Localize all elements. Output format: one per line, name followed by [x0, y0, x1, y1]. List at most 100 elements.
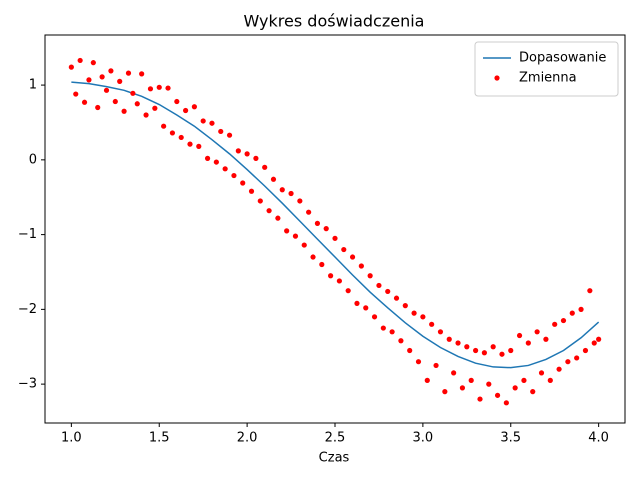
data-point — [490, 344, 496, 350]
data-point — [226, 132, 233, 138]
data-point — [108, 68, 114, 74]
data-point — [90, 60, 96, 66]
data-point — [240, 180, 246, 186]
data-point — [248, 188, 255, 194]
data-point — [560, 317, 567, 324]
data-point — [200, 118, 206, 124]
data-point — [77, 57, 83, 64]
data-point — [363, 305, 369, 311]
data-point — [376, 282, 382, 289]
data-point — [525, 340, 531, 346]
data-point — [389, 329, 395, 335]
x-tick-label: 4.0 — [588, 431, 609, 446]
data-point — [547, 377, 553, 383]
data-point — [446, 336, 452, 342]
y-tick-label: 0 — [29, 152, 37, 167]
data-point — [73, 91, 79, 97]
data-point — [222, 166, 228, 172]
data-point — [310, 254, 316, 260]
data-point — [345, 288, 351, 294]
data-point — [301, 242, 307, 248]
data-point — [521, 377, 527, 383]
data-point — [442, 389, 448, 395]
data-point — [358, 263, 364, 269]
legend-swatch — [494, 75, 500, 81]
data-point — [451, 370, 457, 376]
data-point — [178, 134, 184, 141]
data-point — [565, 359, 571, 365]
data-point — [371, 314, 378, 320]
data-point — [196, 143, 202, 149]
data-point — [134, 101, 140, 107]
y-tick-label: 1 — [29, 78, 37, 93]
data-point — [530, 389, 536, 395]
data-point — [512, 385, 518, 391]
data-point — [424, 377, 430, 383]
data-point — [569, 310, 575, 316]
data-point — [147, 86, 154, 92]
data-point — [169, 130, 176, 136]
data-point — [433, 362, 439, 369]
fit-line — [71, 81, 600, 369]
chart-title: Wykres doświadczenia — [244, 12, 425, 31]
axes-frame — [44, 34, 626, 424]
x-axis-label: Czas — [319, 451, 350, 466]
data-point — [534, 329, 540, 335]
data-point — [161, 123, 167, 129]
data-point — [349, 254, 356, 260]
data-point — [332, 235, 338, 241]
legend: Dopasowanie Zmienna — [474, 41, 619, 97]
data-point — [213, 159, 219, 165]
y-tick-label: −3 — [18, 377, 37, 392]
data-point — [459, 385, 466, 391]
data-point — [596, 336, 602, 342]
data-point — [262, 164, 268, 170]
data-point — [95, 104, 101, 111]
data-point — [508, 347, 514, 354]
data-point — [288, 190, 294, 197]
data-point — [591, 340, 597, 346]
data-point — [121, 108, 127, 114]
x-tick-label: 1.0 — [61, 431, 82, 446]
data-point — [415, 359, 422, 365]
legend-box — [474, 41, 619, 97]
data-point — [297, 198, 303, 204]
x-tick-label: 2.5 — [325, 431, 346, 446]
data-point — [407, 347, 413, 354]
data-point — [143, 112, 149, 118]
data-point — [481, 350, 487, 356]
data-point — [538, 370, 545, 376]
data-point — [81, 99, 88, 105]
data-point — [582, 347, 589, 354]
data-point — [429, 321, 435, 327]
data-point — [99, 74, 105, 80]
data-point — [270, 176, 277, 182]
data-point — [279, 187, 285, 193]
x-tick-label: 2.0 — [237, 431, 258, 446]
data-point — [499, 351, 505, 357]
data-point — [218, 128, 224, 135]
data-point — [204, 155, 211, 161]
data-point — [494, 392, 501, 398]
data-point — [336, 278, 342, 284]
data-point — [244, 151, 250, 157]
data-point — [191, 104, 197, 110]
data-point — [464, 344, 470, 350]
data-point — [284, 228, 290, 234]
data-point — [187, 141, 193, 147]
data-point — [486, 381, 492, 387]
legend-label: Dopasowanie — [519, 51, 606, 66]
data-point — [556, 366, 562, 372]
data-point — [516, 332, 523, 339]
data-point — [477, 396, 483, 402]
data-point — [86, 77, 92, 83]
data-point — [455, 340, 461, 346]
data-point — [411, 310, 417, 316]
data-point — [398, 338, 404, 344]
data-point — [587, 288, 593, 294]
data-point — [328, 273, 334, 279]
x-tick-label: 3.5 — [500, 431, 521, 446]
data-point — [253, 155, 259, 161]
data-point — [139, 71, 145, 77]
